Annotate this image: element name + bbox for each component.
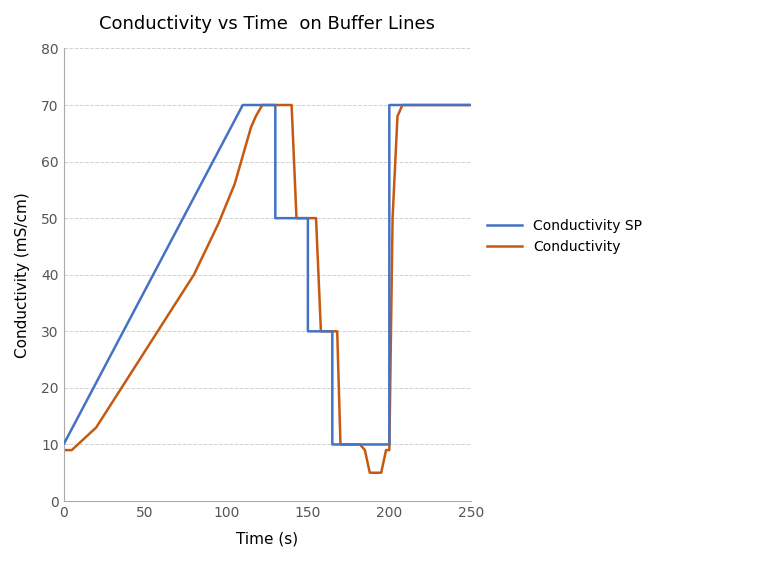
Legend: Conductivity SP, Conductivity: Conductivity SP, Conductivity bbox=[482, 214, 647, 260]
Title: Conductivity vs Time  on Buffer Lines: Conductivity vs Time on Buffer Lines bbox=[99, 15, 435, 33]
Y-axis label: Conductivity (mS/cm): Conductivity (mS/cm) bbox=[15, 192, 30, 357]
X-axis label: Time (s): Time (s) bbox=[236, 531, 298, 546]
